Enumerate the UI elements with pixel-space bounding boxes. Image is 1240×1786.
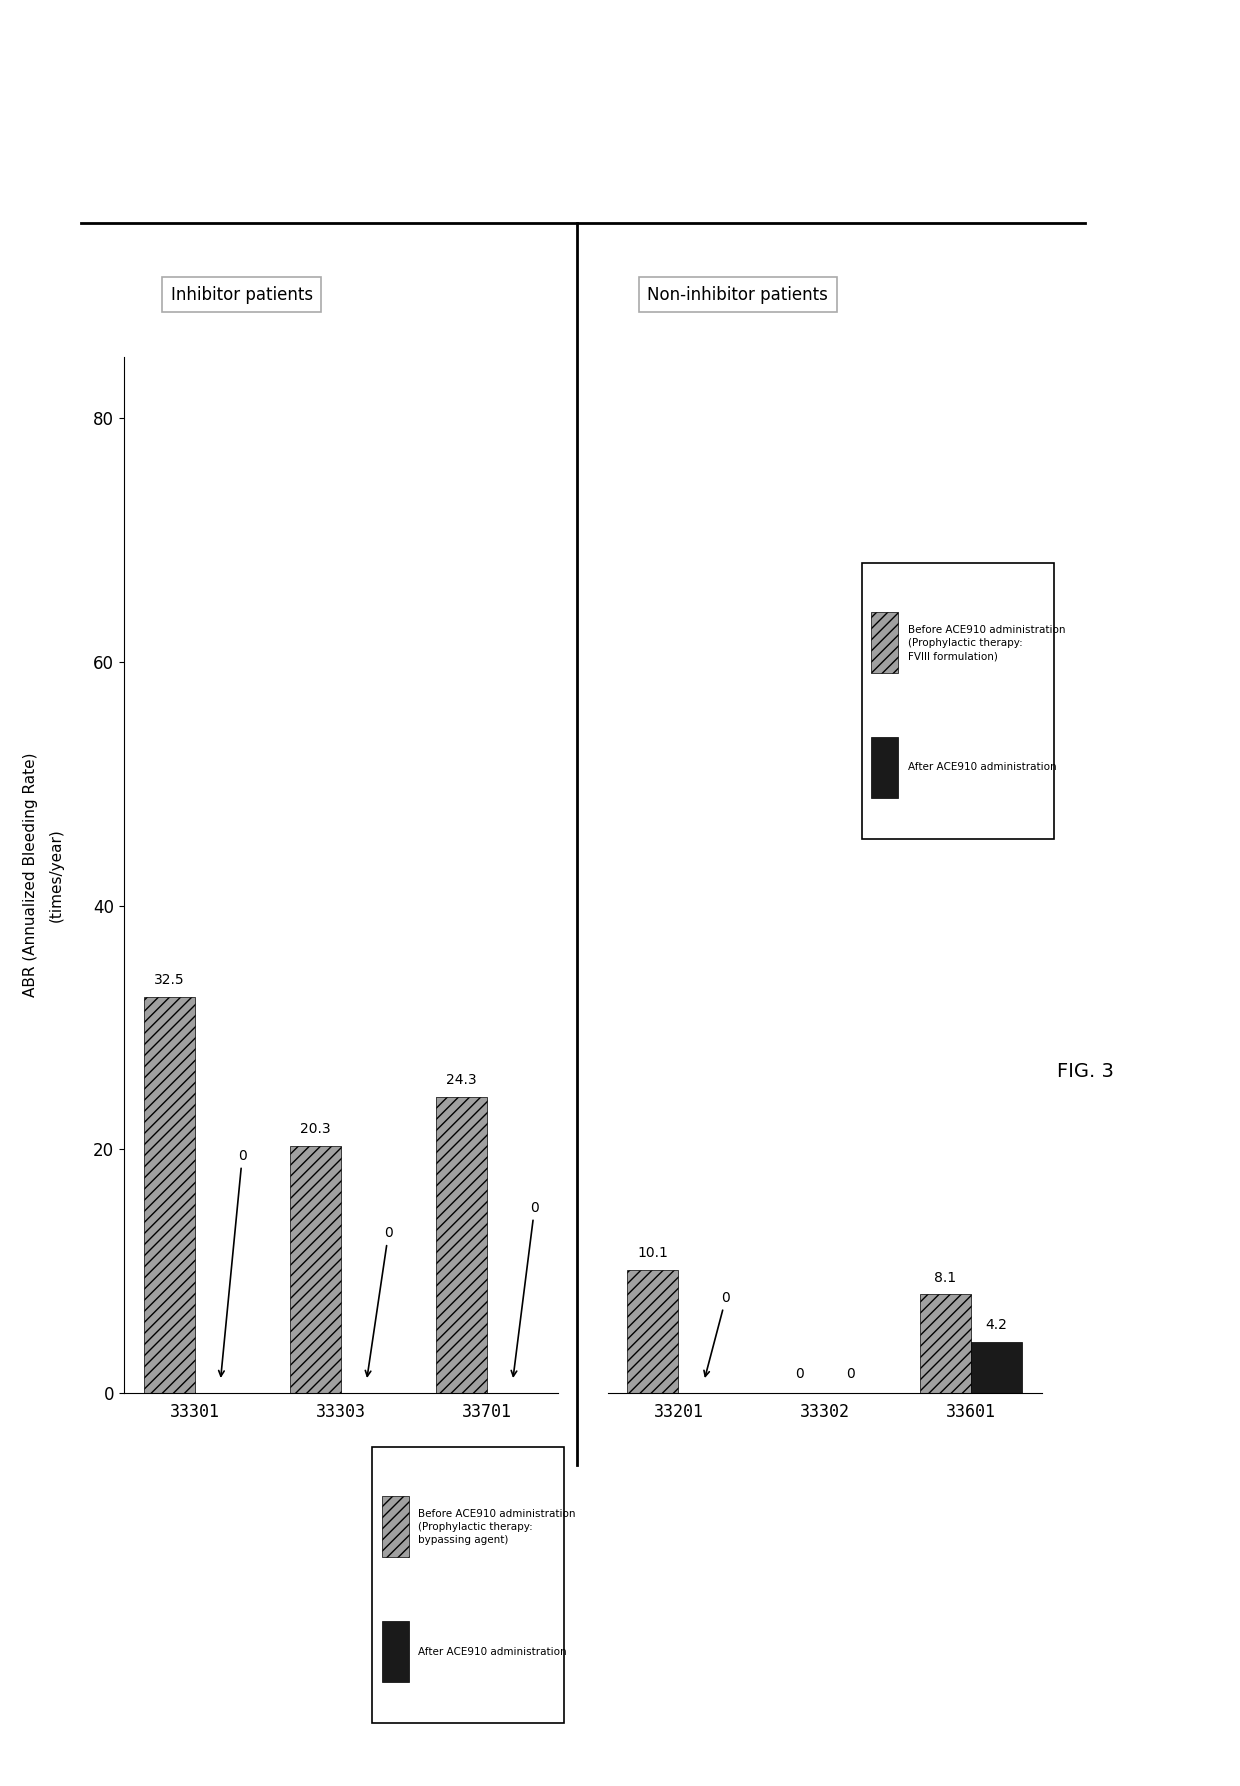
Text: 8.1: 8.1 <box>934 1270 956 1284</box>
Text: 32.5: 32.5 <box>154 973 185 988</box>
Text: Inhibitor patients: Inhibitor patients <box>171 286 312 304</box>
Text: 4.2: 4.2 <box>986 1318 1007 1332</box>
Text: FIG. 3: FIG. 3 <box>1056 1063 1114 1081</box>
Text: Non-inhibitor patients: Non-inhibitor patients <box>647 286 828 304</box>
Text: 0: 0 <box>366 1225 393 1377</box>
Bar <box>872 613 898 673</box>
Text: (times/year): (times/year) <box>48 829 63 922</box>
Bar <box>971 1341 1022 1393</box>
FancyBboxPatch shape <box>372 1447 564 1723</box>
Text: 0: 0 <box>218 1148 247 1377</box>
Bar <box>144 997 195 1393</box>
Text: 10.1: 10.1 <box>637 1247 668 1261</box>
Text: After ACE910 administration: After ACE910 administration <box>908 763 1056 772</box>
Text: 0: 0 <box>511 1200 539 1377</box>
Bar <box>436 1097 487 1393</box>
Bar <box>382 1497 408 1557</box>
Text: ABR (Annualized Bleeding Rate): ABR (Annualized Bleeding Rate) <box>24 754 38 997</box>
Text: After ACE910 administration: After ACE910 administration <box>418 1647 567 1656</box>
Bar <box>872 738 898 798</box>
Text: 20.3: 20.3 <box>300 1122 331 1136</box>
Bar <box>920 1295 971 1393</box>
FancyBboxPatch shape <box>862 563 1054 839</box>
Text: 0: 0 <box>795 1366 804 1381</box>
Text: 24.3: 24.3 <box>446 1073 477 1088</box>
Text: 0: 0 <box>846 1366 854 1381</box>
Text: Before ACE910 administration
(Prophylactic therapy:
FVIII formulation): Before ACE910 administration (Prophylact… <box>908 625 1065 661</box>
Text: Before ACE910 administration
(Prophylactic therapy:
bypassing agent): Before ACE910 administration (Prophylact… <box>418 1509 575 1545</box>
Bar <box>290 1145 341 1393</box>
Bar <box>382 1622 408 1682</box>
Text: 0: 0 <box>704 1291 730 1377</box>
Bar <box>627 1270 678 1393</box>
